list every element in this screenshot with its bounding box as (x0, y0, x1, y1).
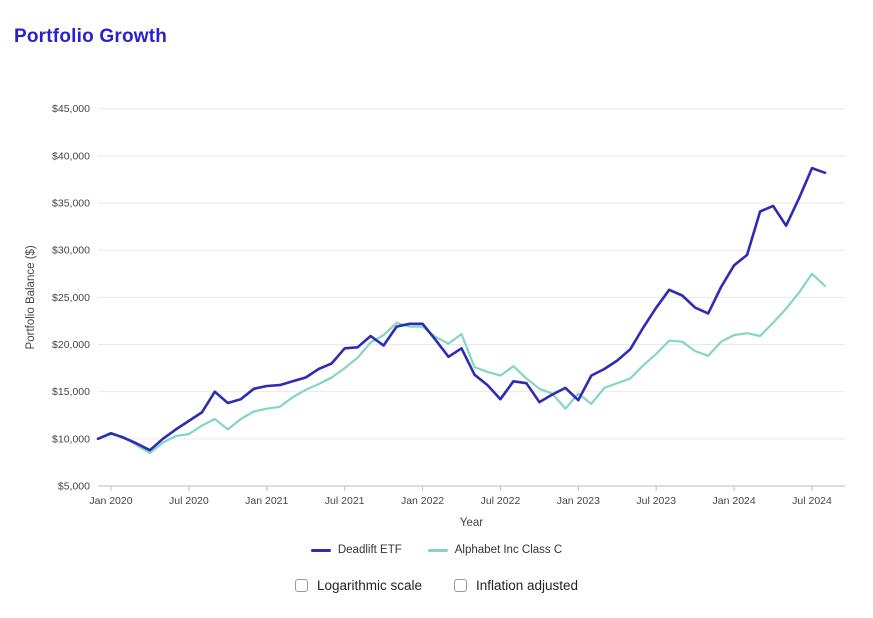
y-tick-label: $10,000 (52, 433, 90, 445)
y-tick-label: $5,000 (58, 481, 90, 493)
y-tick-label: $25,000 (52, 292, 90, 304)
deadlift-etf-line (96, 166, 827, 452)
x-tick-label: Jan 2022 (401, 495, 444, 507)
logarithmic-scale-checkbox[interactable] (294, 579, 308, 592)
y-tick-label: $30,000 (52, 245, 90, 257)
y-axis-title: Portfolio Balance ($) (25, 245, 37, 349)
inflation-adjusted-label: Inflation adjusted (475, 578, 579, 593)
x-tick-label: Jul 2020 (169, 495, 209, 507)
x-axis-title: Year (460, 517, 483, 529)
y-tick-label: $20,000 (52, 339, 90, 351)
y-tick-label: $40,000 (52, 150, 90, 162)
x-tick-label: Jan 2021 (245, 495, 288, 507)
legend-label: Alphabet Inc Class C (454, 544, 563, 556)
y-tick-label: $35,000 (52, 198, 90, 210)
legend-item-deadlift-etf[interactable]: Deadlift ETF (310, 544, 402, 556)
inflation-adjusted-checkbox[interactable] (453, 579, 467, 592)
portfolio-growth-page: { "page": { "title": "Portfolio Growth" … (0, 26, 873, 618)
page-title: Portfolio Growth (14, 26, 168, 47)
chart-controls: Logarithmic scale Inflation adjusted (0, 578, 873, 593)
x-tick-label: Jul 2021 (325, 495, 365, 507)
x-tick-label: Jul 2022 (481, 495, 521, 507)
logarithmic-scale-control[interactable]: Logarithmic scale (294, 578, 422, 593)
y-tick-label: $45,000 (52, 103, 90, 115)
x-tick-label: Jan 2023 (557, 495, 600, 507)
x-tick-label: Jul 2023 (636, 495, 676, 507)
x-tick-label: Jul 2024 (792, 495, 832, 507)
alphabet-line (96, 272, 827, 455)
x-tick-label: Jan 2024 (713, 495, 756, 507)
portfolio-growth-chart[interactable]: $5,000 $10,000 $15,000 $20,000 $25,000 $30,00… (0, 86, 873, 541)
chart-legend: Deadlift ETF Alphabet Inc Class C (0, 544, 873, 556)
alphabet-line-swatch (427, 548, 448, 552)
legend-label: Deadlift ETF (337, 544, 402, 556)
deadlift-etf-line-swatch (310, 548, 331, 552)
logarithmic-scale-label: Logarithmic scale (316, 578, 422, 593)
legend-item-alphabet[interactable]: Alphabet Inc Class C (427, 544, 563, 556)
y-tick-label: $15,000 (52, 386, 90, 398)
x-tick-label: Jan 2020 (89, 495, 132, 507)
inflation-adjusted-control[interactable]: Inflation adjusted (453, 578, 579, 593)
chart-canvas[interactable]: $5,000 $10,000 $15,000 $20,000 $25,000 $30,00… (0, 86, 873, 541)
